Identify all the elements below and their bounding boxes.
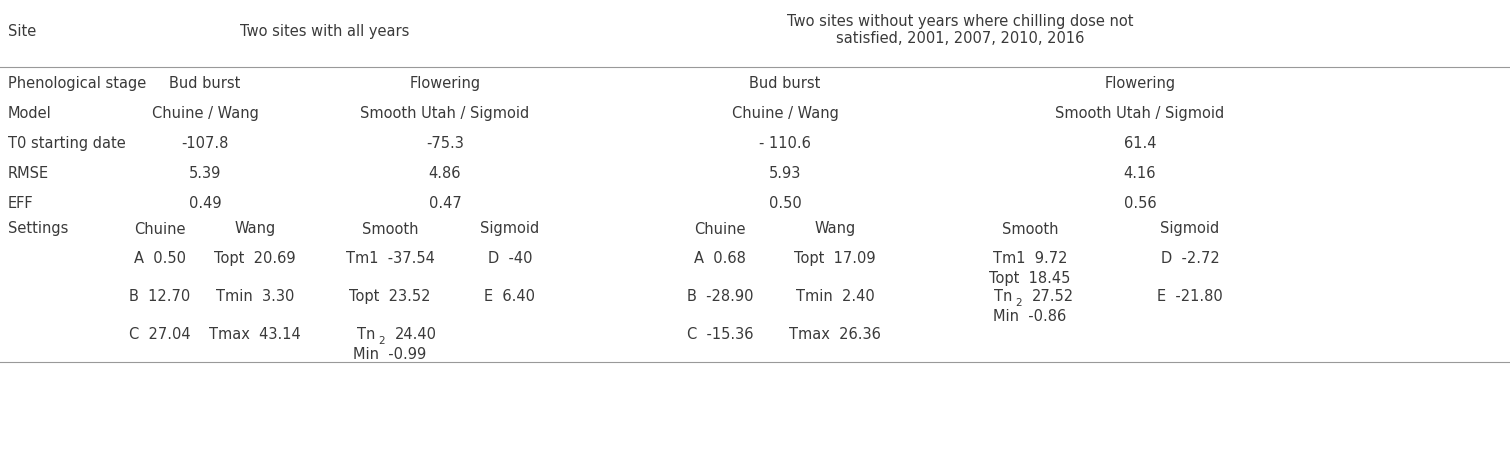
Text: E  -21.80: E -21.80	[1157, 289, 1223, 304]
Text: D  -2.72: D -2.72	[1161, 251, 1220, 266]
Text: B  12.70: B 12.70	[130, 289, 190, 304]
Text: Flowering: Flowering	[1104, 76, 1176, 91]
Text: Min  -0.99: Min -0.99	[353, 347, 427, 362]
Text: 2: 2	[1015, 298, 1022, 308]
Text: Tmax  43.14: Tmax 43.14	[208, 328, 300, 342]
Text: Tmin  2.40: Tmin 2.40	[796, 289, 874, 304]
Text: Topt  23.52: Topt 23.52	[349, 289, 430, 304]
Text: Chuine / Wang: Chuine / Wang	[151, 106, 258, 121]
Text: 2: 2	[378, 336, 385, 346]
Text: Wang: Wang	[814, 222, 856, 237]
Text: RMSE: RMSE	[8, 166, 50, 181]
Text: 0.50: 0.50	[769, 196, 802, 211]
Text: Two sites without years where chilling dose not
satisfied, 2001, 2007, 2010, 201: Two sites without years where chilling d…	[787, 14, 1132, 47]
Text: EFF: EFF	[8, 196, 33, 211]
Text: 5.93: 5.93	[769, 166, 802, 181]
Text: Settings: Settings	[8, 222, 68, 237]
Text: Chuine: Chuine	[695, 222, 746, 237]
Text: Bud burst: Bud burst	[749, 76, 821, 91]
Text: 4.16: 4.16	[1123, 166, 1157, 181]
Text: D  -40: D -40	[488, 251, 532, 266]
Text: Tn: Tn	[994, 289, 1012, 304]
Text: Smooth Utah / Sigmoid: Smooth Utah / Sigmoid	[361, 106, 530, 121]
Text: Wang: Wang	[234, 222, 276, 237]
Text: Phenological stage: Phenological stage	[8, 76, 146, 91]
Text: Tm1  9.72: Tm1 9.72	[992, 251, 1068, 266]
Text: A  0.50: A 0.50	[134, 251, 186, 266]
Text: Tmin  3.30: Tmin 3.30	[216, 289, 294, 304]
Text: 4.86: 4.86	[429, 166, 461, 181]
Text: Tn: Tn	[356, 328, 374, 342]
Text: Tmax  26.36: Tmax 26.36	[790, 328, 880, 342]
Text: Topt  17.09: Topt 17.09	[794, 251, 876, 266]
Text: Smooth: Smooth	[1001, 222, 1059, 237]
Text: Chuine / Wang: Chuine / Wang	[731, 106, 838, 121]
Text: 5.39: 5.39	[189, 166, 220, 181]
Text: 24.40: 24.40	[396, 328, 436, 342]
Text: -75.3: -75.3	[426, 136, 464, 151]
Text: - 110.6: - 110.6	[760, 136, 811, 151]
Text: 61.4: 61.4	[1123, 136, 1157, 151]
Text: 0.49: 0.49	[189, 196, 222, 211]
Text: E  6.40: E 6.40	[485, 289, 536, 304]
Text: C  27.04: C 27.04	[130, 328, 190, 342]
Text: C  -15.36: C -15.36	[687, 328, 753, 342]
Text: Tm1  -37.54: Tm1 -37.54	[346, 251, 435, 266]
Text: T0 starting date: T0 starting date	[8, 136, 125, 151]
Text: Topt  18.45: Topt 18.45	[989, 271, 1071, 286]
Text: Bud burst: Bud burst	[169, 76, 240, 91]
Text: Chuine: Chuine	[134, 222, 186, 237]
Text: Flowering: Flowering	[409, 76, 480, 91]
Text: Sigmoid: Sigmoid	[480, 222, 539, 237]
Text: Smooth Utah / Sigmoid: Smooth Utah / Sigmoid	[1055, 106, 1225, 121]
Text: 0.47: 0.47	[429, 196, 462, 211]
Text: Topt  20.69: Topt 20.69	[214, 251, 296, 266]
Text: -107.8: -107.8	[181, 136, 228, 151]
Text: Site: Site	[8, 24, 36, 39]
Text: 27.52: 27.52	[1031, 289, 1074, 304]
Text: Min  -0.86: Min -0.86	[994, 309, 1066, 324]
Text: Model: Model	[8, 106, 51, 121]
Text: Sigmoid: Sigmoid	[1160, 222, 1220, 237]
Text: Two sites with all years: Two sites with all years	[240, 24, 409, 39]
Text: 0.56: 0.56	[1123, 196, 1157, 211]
Text: B  -28.90: B -28.90	[687, 289, 753, 304]
Text: A  0.68: A 0.68	[695, 251, 746, 266]
Text: Smooth: Smooth	[362, 222, 418, 237]
